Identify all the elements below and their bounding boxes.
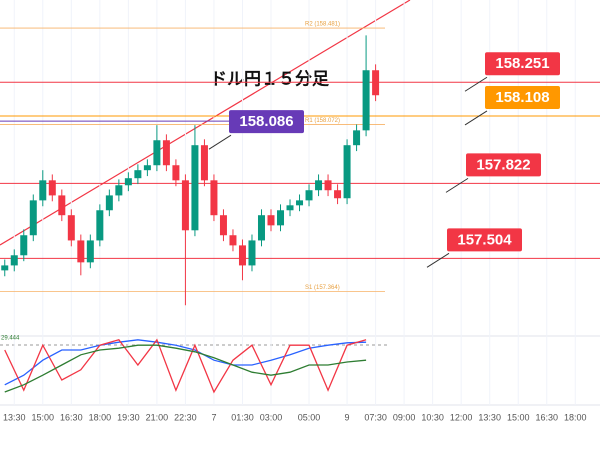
x-tick-label: 01:30 <box>231 412 254 422</box>
candle-body <box>191 145 199 231</box>
candle-body <box>296 200 304 206</box>
x-tick-label: 10:30 <box>421 412 444 422</box>
candle-body <box>124 178 132 186</box>
pivot-label: S1 (157.364) <box>305 285 340 291</box>
x-tick-label: 18:00 <box>564 412 587 422</box>
candle-body <box>39 180 47 201</box>
candle-body <box>277 210 285 226</box>
x-tick-label: 16:30 <box>535 412 558 422</box>
oscillator-line <box>4 338 367 394</box>
price-tag <box>485 52 560 76</box>
price-tag <box>466 153 541 177</box>
x-tick-label: 09:00 <box>393 412 416 422</box>
candle-body <box>248 240 256 266</box>
price-tag-label: 158.086 <box>239 113 293 130</box>
candle-body <box>58 195 66 216</box>
trend-line <box>0 0 411 246</box>
candle-body <box>172 165 180 181</box>
x-tick-label: 15:00 <box>32 412 55 422</box>
x-tick-label: 18:00 <box>89 412 112 422</box>
candle-body <box>162 140 170 166</box>
candle-body <box>219 215 227 236</box>
tag-pointer <box>464 110 488 126</box>
x-tick-label: 9 <box>345 412 350 422</box>
pivot-label: R2 (158.481) <box>305 22 340 28</box>
candle-body <box>343 145 351 199</box>
price-tag <box>485 85 560 109</box>
candle-body <box>48 180 56 196</box>
candle-body <box>362 70 370 131</box>
tag-pointer <box>208 134 232 150</box>
x-tick-label: 12:00 <box>450 412 473 422</box>
candle-body <box>134 170 142 179</box>
candle-body <box>324 180 332 191</box>
candle-body <box>10 255 18 266</box>
tag-pointer <box>445 177 469 193</box>
x-tick-label: 22:30 <box>174 412 197 422</box>
x-tick-label: 19:30 <box>117 412 140 422</box>
candle-body <box>353 130 361 146</box>
candle-body <box>200 145 208 181</box>
x-tick-label: 16:30 <box>60 412 83 422</box>
candle-body <box>1 265 9 271</box>
candle-body <box>96 210 104 241</box>
x-tick-label: 03:00 <box>260 412 283 422</box>
oscillator-line <box>4 339 367 386</box>
candle-body <box>334 190 342 199</box>
candle-body <box>143 165 151 171</box>
x-tick-label: 21:00 <box>146 412 169 422</box>
tag-pointer <box>464 76 488 92</box>
candle-body <box>153 140 161 166</box>
oscillator-line <box>4 344 367 393</box>
price-tag-label: 158.108 <box>495 89 549 106</box>
candle-body <box>286 205 294 211</box>
candle-body <box>229 235 237 246</box>
candle-body <box>238 245 246 266</box>
candle-body <box>181 180 189 231</box>
chart-title: ドル円１５分足 <box>210 69 329 88</box>
x-tick-label: 05:00 <box>298 412 321 422</box>
candle-body <box>305 190 313 201</box>
candle-body <box>77 240 85 263</box>
candle-body <box>315 180 323 191</box>
candle-body <box>257 215 265 241</box>
candle-body <box>210 180 218 216</box>
x-tick-label: 15:00 <box>507 412 530 422</box>
price-tag-label: 157.822 <box>476 156 530 173</box>
candle-body <box>67 215 75 241</box>
x-tick-label: 13:30 <box>3 412 26 422</box>
price-tag <box>229 110 304 134</box>
x-tick-label: 13:30 <box>478 412 501 422</box>
candle-body <box>372 70 380 96</box>
pivot-label: R1 (158.072) <box>305 118 340 124</box>
candle-body <box>115 185 123 196</box>
price-tag <box>447 228 522 252</box>
candle-body <box>86 240 94 263</box>
candle-body <box>20 235 28 256</box>
x-tick-label: 7 <box>211 412 216 422</box>
candle-body <box>29 200 37 236</box>
price-tag-label: 158.251 <box>495 55 549 72</box>
candle-body <box>105 195 113 211</box>
x-tick-label: 07:30 <box>364 412 387 422</box>
tag-pointer <box>426 252 450 268</box>
oscillator-value: 29.444 <box>1 336 20 342</box>
price-tag-label: 157.504 <box>457 231 512 248</box>
candle-body <box>267 215 275 226</box>
